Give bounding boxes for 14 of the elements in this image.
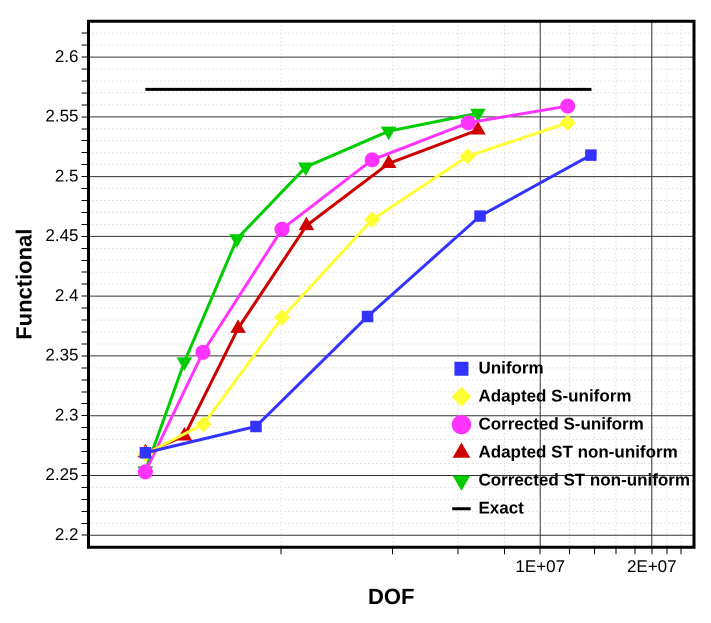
legend-label: Exact <box>478 498 524 518</box>
y-tick-label: 2.3 <box>54 405 78 424</box>
y-tick-label: 2.25 <box>45 465 78 484</box>
y-tick-label: 2.55 <box>45 106 78 126</box>
y-tick-label: 2.5 <box>54 166 78 186</box>
y-axis-title: Functional <box>11 228 36 340</box>
x-axis-title: DOF <box>368 584 414 609</box>
y-tick-label: 2.6 <box>54 46 78 66</box>
y-tick-label: 2.35 <box>45 346 78 365</box>
y-tick-label: 2.2 <box>54 524 78 544</box>
y-tick-label: 2.45 <box>45 226 78 246</box>
y-tick-label: 2.4 <box>54 286 78 305</box>
x-tick-label: 1E+07 <box>515 557 566 576</box>
x-tick-label: 2E+07 <box>626 557 677 576</box>
